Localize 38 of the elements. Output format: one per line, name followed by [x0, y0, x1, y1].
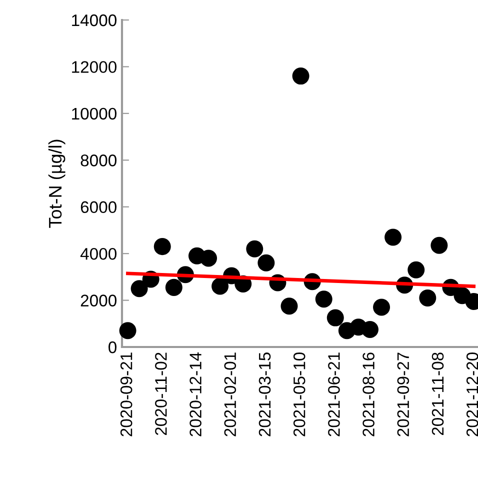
y-axis-title: Tot-N (µg/l): [48, 140, 66, 228]
y-tick-label: 4000: [80, 248, 116, 260]
point: [258, 254, 275, 272]
y-tick-label: 10000: [72, 108, 116, 120]
point: [384, 228, 402, 246]
x-tick-label: 2021-11-08: [432, 352, 444, 436]
point: [154, 238, 171, 256]
point: [326, 309, 344, 326]
point: [200, 250, 218, 267]
x-tick-label: 2021-03-15: [258, 352, 271, 436]
point: [315, 290, 332, 308]
point: [119, 322, 136, 340]
point: [408, 261, 425, 278]
x-tick-label: 2021-09-27: [397, 352, 410, 436]
y-tick-label: 0: [108, 341, 116, 354]
point: [246, 240, 264, 258]
y-tick-label: 2000: [80, 294, 116, 306]
x-tick-label: 2021-02-01: [224, 352, 236, 436]
point: [373, 298, 390, 316]
point: [130, 280, 148, 298]
point: [430, 236, 448, 254]
point: [361, 320, 378, 338]
y-tick-label: 6000: [80, 201, 116, 214]
point: [212, 278, 229, 295]
x-tick-label: 2021-08-16: [362, 352, 374, 436]
y-tick-label: 8000: [80, 154, 116, 166]
y-tick-label: 12000: [72, 61, 116, 73]
point: [280, 298, 298, 315]
y-tick-label: 14000: [72, 14, 116, 26]
x-tick-label: 2021-12-20: [466, 352, 478, 436]
x-tick-label: 2021-05-10: [293, 352, 306, 436]
x-tick-label: 2021-06-21: [328, 352, 340, 436]
x-tick-label: 2020-09-21: [120, 352, 132, 436]
point: [165, 278, 182, 296]
point: [292, 68, 310, 85]
x-tick-label: 2020-11-02: [155, 352, 167, 436]
point: [419, 289, 436, 306]
x-tick-label: 2020-12-14: [190, 352, 202, 436]
